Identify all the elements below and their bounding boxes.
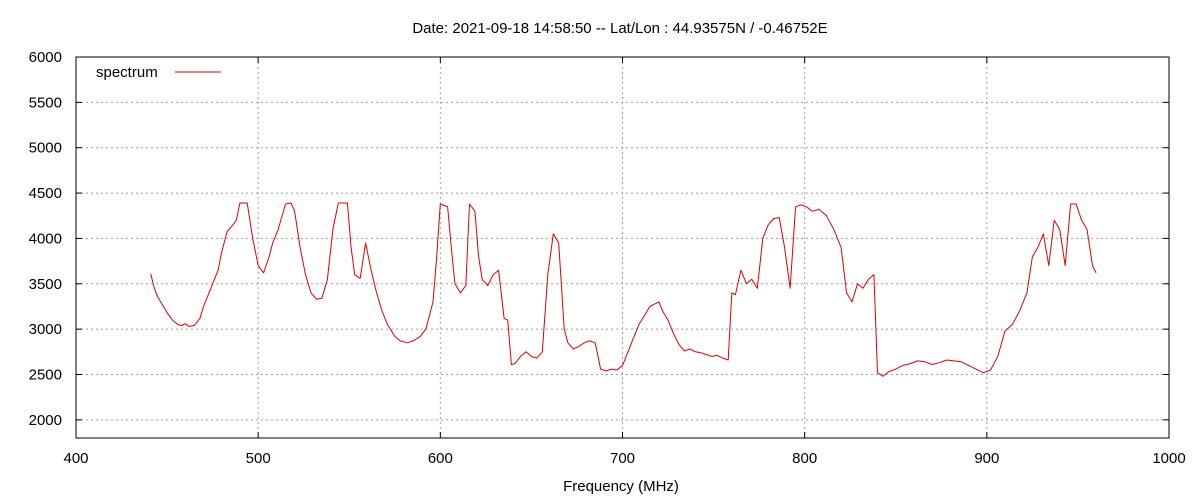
y-tick-label: 6000 bbox=[29, 49, 62, 66]
x-axis-ticks: 400 500 600 700 800 900 1000 bbox=[63, 57, 1186, 467]
y-tick-label: 2500 bbox=[29, 367, 62, 384]
y-tick-label: 3000 bbox=[29, 321, 62, 338]
y-tick-label: 2000 bbox=[29, 412, 62, 429]
y-axis-ticks: 2000 2500 3000 3500 4000 4500 5000 5500 6000 bbox=[29, 49, 1169, 429]
x-tick-label: 700 bbox=[610, 450, 635, 467]
y-tick-label: 4000 bbox=[29, 230, 62, 247]
x-tick-label: 600 bbox=[428, 450, 453, 467]
x-tick-label: 500 bbox=[246, 450, 271, 467]
chart-title: Date: 2021-09-18 14:58:50 -- Lat/Lon : 4… bbox=[412, 20, 827, 37]
y-tick-label: 3500 bbox=[29, 276, 62, 293]
legend: spectrum bbox=[96, 64, 221, 81]
x-tick-label: 400 bbox=[63, 450, 88, 467]
x-axis-label: Frequency (MHz) bbox=[563, 478, 679, 495]
legend-label-spectrum: spectrum bbox=[96, 64, 158, 81]
x-tick-label: 900 bbox=[974, 450, 999, 467]
series-line-spectrum bbox=[150, 202, 1097, 377]
x-tick-label: 800 bbox=[792, 450, 817, 467]
x-tick-label: 1000 bbox=[1152, 450, 1185, 467]
y-tick-label: 5500 bbox=[29, 94, 62, 111]
plot-frame bbox=[75, 56, 1170, 439]
y-tick-label: 5000 bbox=[29, 140, 62, 157]
grid-lines bbox=[76, 57, 1169, 438]
y-tick-label: 4500 bbox=[29, 185, 62, 202]
